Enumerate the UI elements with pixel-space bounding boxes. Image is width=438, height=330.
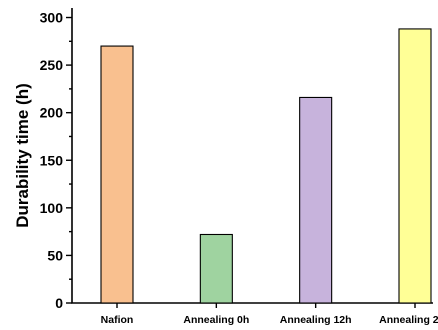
y-tick-label: 250 [40,57,64,73]
x-axis-ticks: Nafion Annealing 0h Annealing 12h Annealing… [101,303,438,326]
bar-annealing-0h [199,233,233,304]
y-tick-label: 300 [40,10,64,26]
y-tick-label: 0 [55,295,63,311]
x-tick-label: Annealing 12h [280,314,352,326]
y-axis-ticks: 0 50 100 150 200 250 300 [40,10,72,311]
y-axis-title: Durability time (h) [13,83,32,228]
x-tick-label: Annealing 24h [379,314,438,326]
bars [100,28,432,304]
bar-annealing-12h [299,96,333,304]
x-tick-label: Annealing 0h [183,314,249,326]
y-tick-label: 150 [40,152,64,168]
y-tick-label: 50 [47,247,63,263]
bar-nafion [100,45,134,304]
x-tick-label: Nafion [101,314,134,326]
y-tick-label: 200 [40,105,64,121]
y-tick-label: 100 [40,200,64,216]
bar-annealing-24h [398,28,432,304]
